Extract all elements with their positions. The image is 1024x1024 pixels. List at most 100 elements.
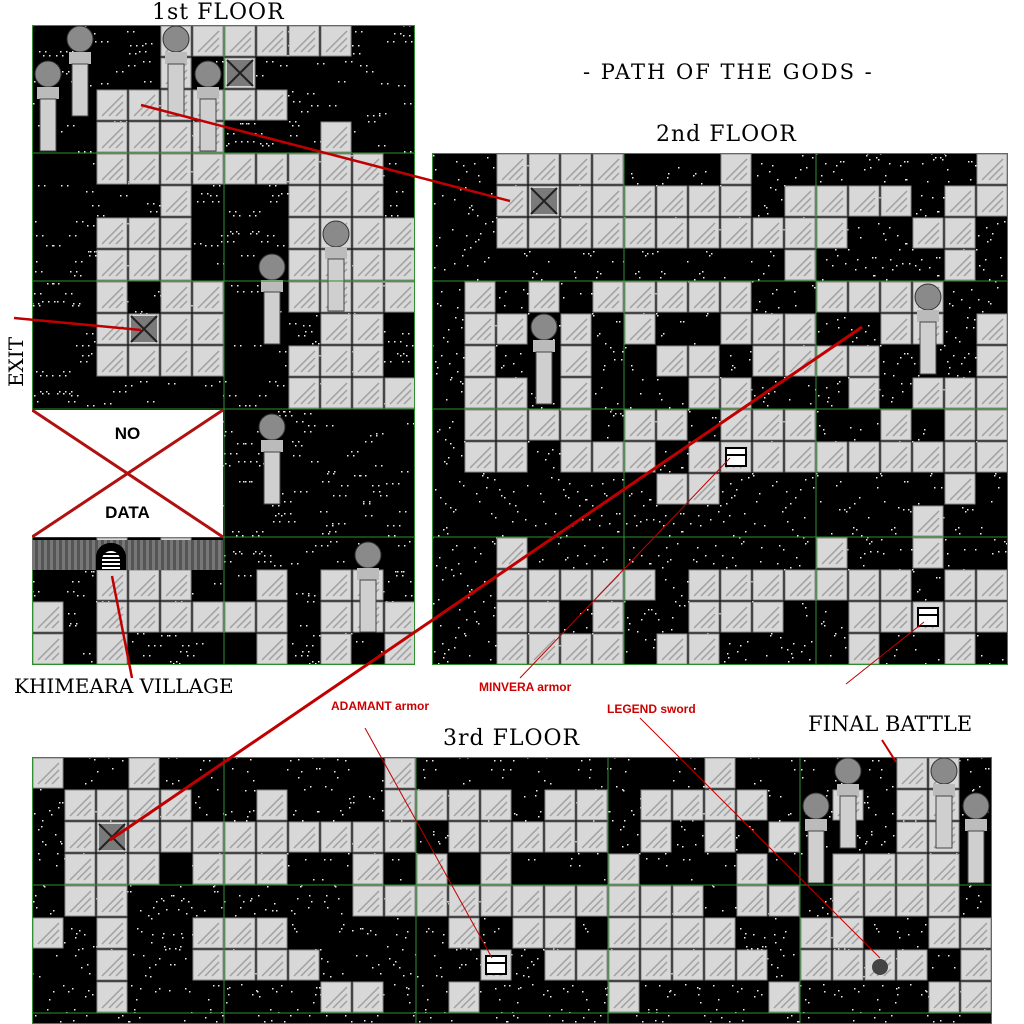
- floor-tile: [496, 153, 528, 185]
- floor-tile: [848, 633, 880, 665]
- floor-tile: [880, 409, 912, 441]
- floor-tile: [192, 153, 224, 185]
- floor-tile: [288, 153, 320, 185]
- floor-tile: [128, 217, 160, 249]
- floor-tile: [576, 885, 608, 917]
- floor-tile: [944, 217, 976, 249]
- floor-tile: [752, 601, 784, 633]
- floor-tile: [944, 473, 976, 505]
- floor-tile: [976, 441, 1008, 473]
- floor-tile: [768, 981, 800, 1013]
- floor-tile: [896, 821, 928, 853]
- floor-tile: [96, 885, 128, 917]
- floor-tile: [384, 377, 415, 409]
- floor-tile: [688, 441, 720, 473]
- floor-tile: [656, 473, 688, 505]
- floor-tile: [896, 949, 928, 981]
- floor-tile: [96, 981, 128, 1013]
- floor-tile: [752, 409, 784, 441]
- floor-tile: [592, 185, 624, 217]
- floor-tile: [832, 949, 864, 981]
- floor-tile: [688, 377, 720, 409]
- floor-tile: [928, 885, 960, 917]
- floor2-map: [432, 153, 1008, 665]
- floor-tile: [592, 601, 624, 633]
- floor-tile: [944, 601, 976, 633]
- floor-tile: [544, 789, 576, 821]
- floor-tile: [672, 917, 704, 949]
- floor-tile: [880, 569, 912, 601]
- floor-tile: [496, 569, 528, 601]
- floor-tile: [128, 821, 160, 853]
- floor-tile: [592, 217, 624, 249]
- floor-tile: [192, 917, 224, 949]
- floor-tile: [560, 633, 592, 665]
- floor-tile: [288, 217, 320, 249]
- floor-tile: [128, 789, 160, 821]
- floor-tile: [720, 153, 752, 185]
- floor-tile: [64, 853, 96, 885]
- floor-tile: [720, 377, 752, 409]
- floor-tile: [96, 633, 128, 665]
- floor-tile: [848, 377, 880, 409]
- floor-tile: [640, 885, 672, 917]
- floor-tile: [752, 345, 784, 377]
- floor-tile: [928, 981, 960, 1013]
- pillar-icon: [258, 253, 286, 345]
- floor-tile: [288, 281, 320, 313]
- no-data-panel: NO DATA: [32, 410, 223, 537]
- floor-tile: [624, 217, 656, 249]
- floor-tile: [544, 821, 576, 853]
- floor-tile: [96, 853, 128, 885]
- floor-tile: [352, 853, 384, 885]
- floor-tile: [352, 217, 384, 249]
- floor-tile: [128, 345, 160, 377]
- floor-tile: [480, 789, 512, 821]
- floor-tile: [944, 569, 976, 601]
- floor-tile: [96, 569, 128, 601]
- floor-tile: [320, 185, 352, 217]
- floor-tile: [704, 917, 736, 949]
- floor-tile: [560, 153, 592, 185]
- floor-tile: [560, 409, 592, 441]
- floor-tile: [224, 601, 256, 633]
- floor-tile: [320, 821, 352, 853]
- floor-tile: [160, 153, 192, 185]
- floor-tile: [256, 633, 288, 665]
- floor-tile: [816, 217, 848, 249]
- floor-tile: [320, 633, 352, 665]
- floor-tile: [320, 121, 352, 153]
- floor-tile: [96, 153, 128, 185]
- floor-tile: [576, 821, 608, 853]
- floor-tile: [816, 281, 848, 313]
- floor-tile: [464, 345, 496, 377]
- floor-tile: [544, 885, 576, 917]
- floor-tile: [160, 821, 192, 853]
- floor-tile: [160, 569, 192, 601]
- floor2-label: 2nd FLOOR: [656, 122, 797, 147]
- floor-tile: [624, 281, 656, 313]
- floor-tile: [944, 409, 976, 441]
- floor-tile: [704, 789, 736, 821]
- floor-tile: [160, 345, 192, 377]
- floor1-label: 1st FLOOR: [152, 0, 285, 25]
- floor-tile: [784, 569, 816, 601]
- floor-tile: [848, 569, 880, 601]
- floor-tile: [352, 313, 384, 345]
- floor-tile: [976, 409, 1008, 441]
- floor-tile: [624, 409, 656, 441]
- floor-tile: [976, 185, 1008, 217]
- floor-tile: [528, 153, 560, 185]
- floor-tile: [752, 217, 784, 249]
- floor-tile: [160, 789, 192, 821]
- treasure-chest-icon: [480, 949, 512, 981]
- floor-tile: [192, 853, 224, 885]
- floor-tile: [880, 185, 912, 217]
- floor-tile: [848, 345, 880, 377]
- floor-tile: [64, 885, 96, 917]
- floor-tile: [128, 249, 160, 281]
- floor-tile: [416, 789, 448, 821]
- floor-tile: [352, 281, 384, 313]
- floor-tile: [480, 821, 512, 853]
- floor-tile: [160, 281, 192, 313]
